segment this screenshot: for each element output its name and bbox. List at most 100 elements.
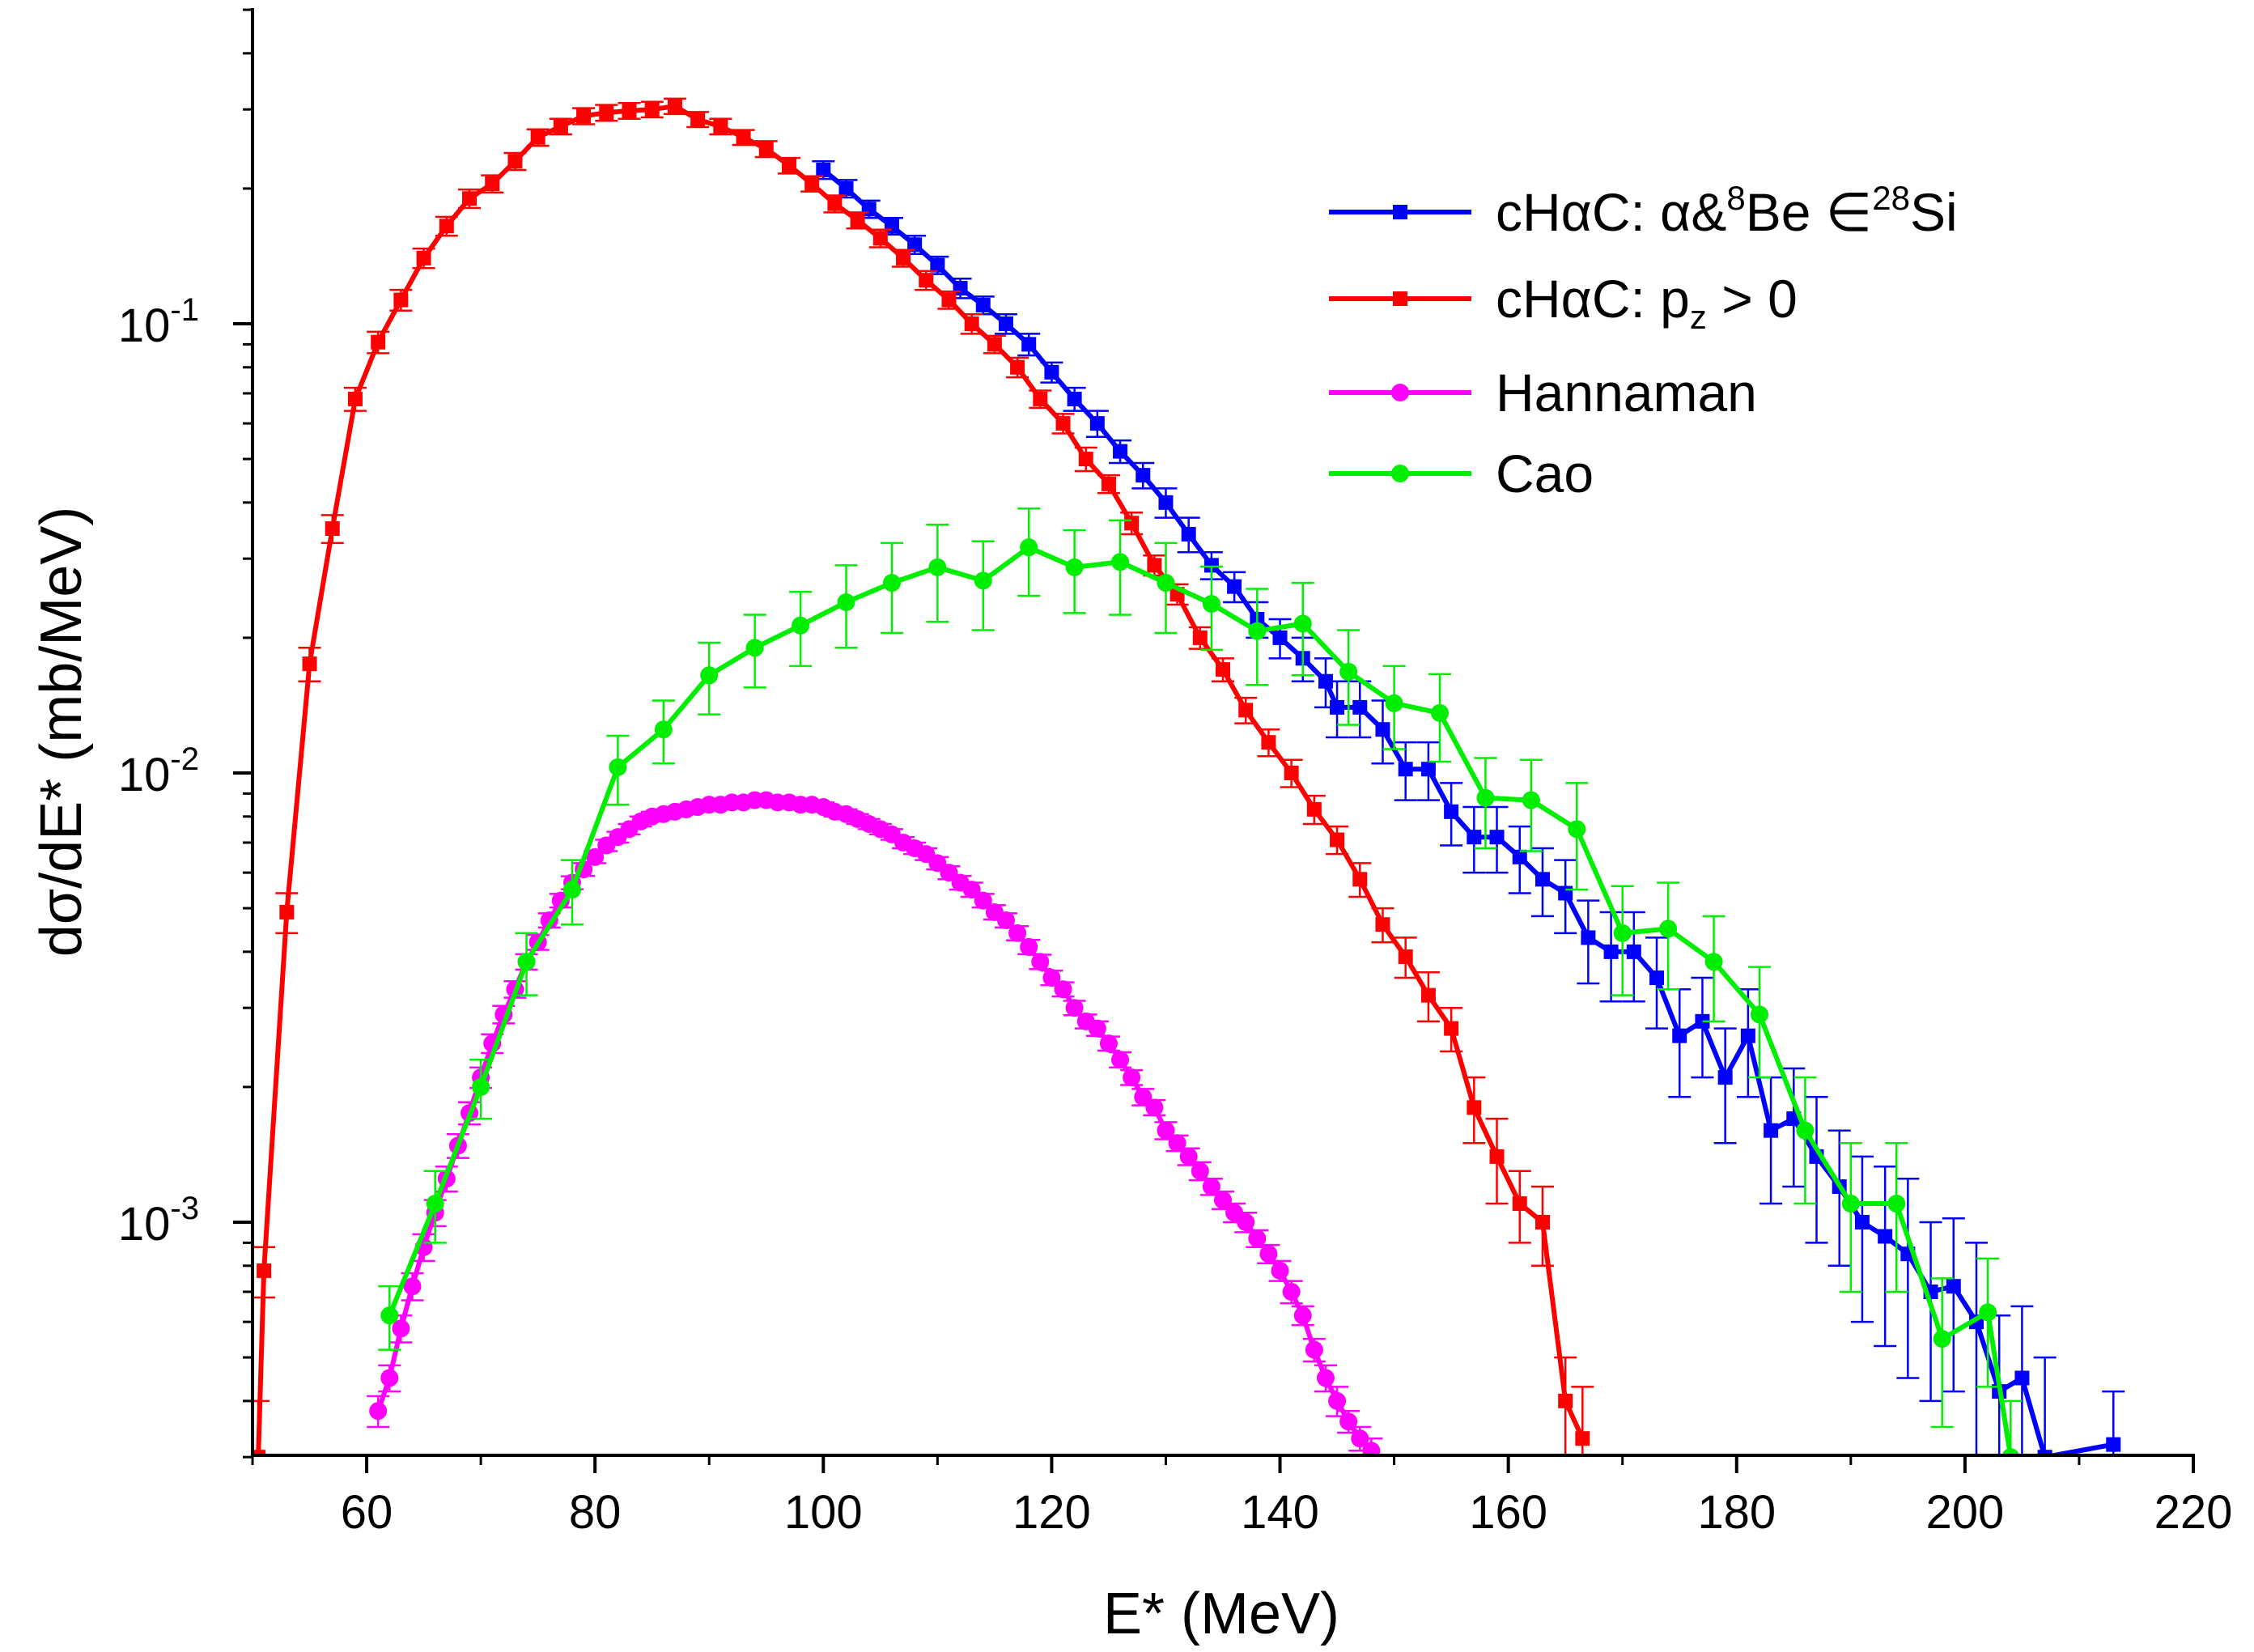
legend-item-3: Cao	[1329, 444, 1594, 503]
x-tick-label-60: 60	[341, 1486, 393, 1539]
data-point	[1522, 791, 1540, 809]
data-point	[1362, 1442, 1381, 1455]
data-point	[941, 292, 957, 308]
data-point	[1659, 919, 1678, 938]
data-point	[1489, 830, 1505, 845]
data-point	[1558, 1393, 1573, 1408]
data-point	[1512, 1196, 1527, 1212]
data-point	[553, 119, 568, 134]
data-point	[1008, 924, 1027, 942]
data-point	[1010, 359, 1025, 375]
data-point	[1021, 337, 1037, 352]
data-point	[485, 176, 500, 191]
data-point	[1227, 579, 1242, 594]
data-point	[850, 213, 865, 228]
data-point	[1031, 953, 1050, 971]
data-point	[1887, 1195, 1906, 1213]
data-point	[380, 1306, 399, 1325]
data-point	[987, 337, 1002, 352]
data-point	[1147, 558, 1162, 573]
data-point	[998, 316, 1013, 331]
data-point	[1328, 1391, 1347, 1410]
data-point	[1111, 553, 1130, 571]
data-point	[816, 162, 831, 177]
data-point	[462, 191, 478, 206]
data-point	[1293, 614, 1312, 633]
data-point	[576, 108, 592, 124]
data-point	[1293, 1306, 1312, 1325]
data-point	[1330, 832, 1345, 847]
legend-item-2: Hannaman	[1329, 363, 1757, 423]
data-point	[872, 231, 888, 246]
data-point	[1318, 673, 1333, 689]
data-point	[1191, 1161, 1209, 1180]
data-point	[1181, 527, 1196, 542]
data-point	[1202, 1178, 1220, 1196]
data-point	[1135, 468, 1151, 483]
data-point	[1467, 1100, 1482, 1115]
data-point	[517, 953, 536, 971]
data-point	[1695, 1013, 1710, 1029]
data-point	[530, 130, 545, 145]
data-point	[1626, 944, 1641, 959]
data-point	[1214, 1191, 1232, 1209]
x-tick-label-160: 160	[1469, 1486, 1547, 1539]
data-point	[380, 1369, 399, 1387]
data-point	[804, 176, 820, 191]
data-point	[439, 219, 454, 234]
data-point	[1134, 1088, 1152, 1106]
data-point	[644, 102, 660, 117]
data-point	[928, 558, 947, 576]
x-tick-label-200: 200	[1925, 1486, 2004, 1539]
data-point	[325, 521, 340, 537]
data-point	[896, 250, 911, 265]
data-point	[1113, 444, 1128, 459]
data-point	[1398, 762, 1413, 777]
data-point	[975, 298, 991, 313]
data-point	[1111, 1051, 1130, 1069]
data-point	[1179, 1147, 1198, 1166]
data-point	[1375, 722, 1390, 737]
data-point	[302, 656, 317, 672]
data-point	[1099, 1034, 1118, 1053]
data-point	[1352, 699, 1368, 715]
data-point	[622, 103, 637, 118]
data-point	[1649, 970, 1665, 986]
legend-swatch-marker	[1393, 205, 1407, 219]
data-point	[1535, 1215, 1550, 1229]
data-point	[1375, 917, 1390, 932]
data-point	[1717, 1070, 1733, 1085]
data-point	[1535, 872, 1550, 887]
data-point	[1489, 1149, 1505, 1164]
data-point	[1351, 1429, 1369, 1448]
legend: cHαC: α&8Be ∈28Si cHαC: pz > 0 Hannaman Cao	[1329, 179, 1958, 503]
data-point	[1306, 801, 1322, 817]
data-point	[1796, 1121, 1815, 1140]
legend-label-0: cHαC: α&8Be ∈28Si	[1496, 179, 1958, 242]
x-tick-label-220: 220	[2154, 1486, 2233, 1539]
data-point	[1933, 1330, 1951, 1348]
data-point	[930, 257, 945, 273]
data-point	[1158, 495, 1174, 510]
data-point	[827, 196, 843, 211]
data-point	[1123, 1068, 1141, 1087]
series-layer	[253, 97, 2125, 1455]
data-point	[472, 1077, 490, 1096]
data-point	[1282, 1282, 1301, 1301]
data-point	[1476, 788, 1495, 807]
x-tick-label-140: 140	[1241, 1486, 1319, 1539]
data-point	[1088, 1019, 1106, 1038]
data-point	[1157, 1121, 1175, 1140]
data-point	[507, 154, 523, 169]
data-point	[1398, 949, 1413, 964]
data-point	[1033, 391, 1048, 406]
data-point	[758, 142, 774, 157]
data-point	[392, 1319, 410, 1338]
data-point	[403, 1277, 422, 1296]
data-point	[279, 904, 295, 919]
y-axis-title: dσ/dE* (mb/MeV)	[29, 507, 94, 958]
data-point	[1352, 872, 1368, 887]
x-tick-label-180: 180	[1697, 1486, 1776, 1539]
data-point	[257, 1263, 272, 1278]
